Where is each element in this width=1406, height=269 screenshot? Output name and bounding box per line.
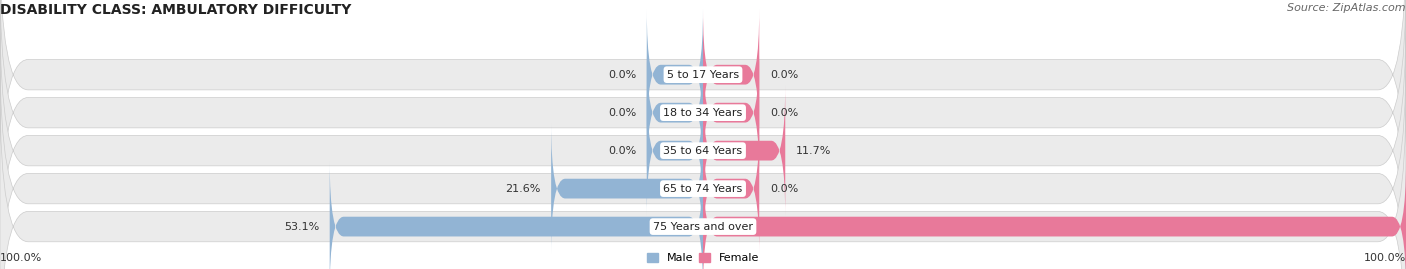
FancyBboxPatch shape	[647, 9, 703, 141]
FancyBboxPatch shape	[0, 14, 1406, 269]
Text: 11.7%: 11.7%	[796, 146, 831, 156]
Text: 100.0%: 100.0%	[0, 253, 42, 263]
Text: Source: ZipAtlas.com: Source: ZipAtlas.com	[1288, 3, 1406, 13]
FancyBboxPatch shape	[703, 47, 759, 179]
Text: DISABILITY CLASS: AMBULATORY DIFFICULTY: DISABILITY CLASS: AMBULATORY DIFFICULTY	[0, 3, 352, 17]
Text: 0.0%: 0.0%	[607, 108, 637, 118]
FancyBboxPatch shape	[703, 123, 759, 255]
Text: 18 to 34 Years: 18 to 34 Years	[664, 108, 742, 118]
Text: 35 to 64 Years: 35 to 64 Years	[664, 146, 742, 156]
Text: 0.0%: 0.0%	[770, 70, 799, 80]
FancyBboxPatch shape	[703, 161, 1406, 269]
FancyBboxPatch shape	[329, 161, 703, 269]
Text: 0.0%: 0.0%	[607, 146, 637, 156]
Text: 21.6%: 21.6%	[505, 184, 540, 194]
Text: 5 to 17 Years: 5 to 17 Years	[666, 70, 740, 80]
FancyBboxPatch shape	[703, 84, 785, 217]
Text: 100.0%: 100.0%	[1364, 253, 1406, 263]
Text: 65 to 74 Years: 65 to 74 Years	[664, 184, 742, 194]
FancyBboxPatch shape	[0, 52, 1406, 269]
FancyBboxPatch shape	[551, 123, 703, 255]
Text: 0.0%: 0.0%	[770, 184, 799, 194]
FancyBboxPatch shape	[647, 84, 703, 217]
Text: 53.1%: 53.1%	[284, 222, 319, 232]
FancyBboxPatch shape	[0, 0, 1406, 249]
FancyBboxPatch shape	[703, 9, 759, 141]
Text: 0.0%: 0.0%	[607, 70, 637, 80]
Text: 0.0%: 0.0%	[770, 108, 799, 118]
FancyBboxPatch shape	[647, 47, 703, 179]
FancyBboxPatch shape	[0, 90, 1406, 269]
Legend: Male, Female: Male, Female	[647, 253, 759, 263]
FancyBboxPatch shape	[0, 0, 1406, 211]
Text: 75 Years and over: 75 Years and over	[652, 222, 754, 232]
